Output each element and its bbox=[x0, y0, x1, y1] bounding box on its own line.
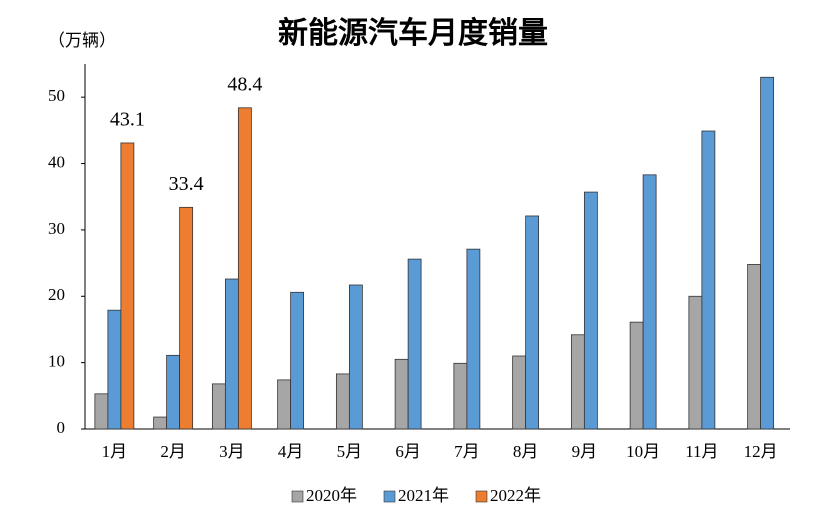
bar bbox=[570, 334, 585, 430]
bar bbox=[94, 393, 109, 430]
x-tick-label: 12月 bbox=[744, 442, 778, 461]
bar bbox=[394, 358, 409, 430]
x-tick-label: 2月 bbox=[160, 442, 186, 461]
legend-label: 2021年 bbox=[398, 486, 449, 505]
y-axis-label: （万辆） bbox=[48, 31, 116, 50]
x-tick-label: 10月 bbox=[626, 442, 660, 461]
x-tick-label: 1月 bbox=[102, 442, 128, 461]
bar bbox=[107, 309, 122, 430]
data-label: 43.1 bbox=[110, 109, 145, 131]
bar bbox=[277, 379, 292, 430]
bar bbox=[525, 215, 540, 430]
bar bbox=[348, 284, 363, 430]
bar bbox=[290, 291, 305, 430]
bar bbox=[629, 321, 644, 430]
x-tick-label: 11月 bbox=[685, 442, 718, 461]
data-label: 48.4 bbox=[227, 73, 262, 95]
bar bbox=[120, 142, 135, 430]
bar bbox=[237, 107, 252, 430]
y-tick-label: 40 bbox=[48, 152, 65, 171]
bar bbox=[701, 130, 716, 430]
bar bbox=[153, 416, 168, 430]
bar bbox=[466, 248, 481, 430]
x-tick-label: 7月 bbox=[454, 442, 480, 461]
bar bbox=[407, 258, 422, 430]
legend-swatch bbox=[475, 490, 488, 503]
bar bbox=[211, 383, 226, 430]
bar bbox=[224, 278, 239, 430]
bar bbox=[642, 174, 657, 430]
x-tick-label: 4月 bbox=[278, 442, 304, 461]
legend-swatch bbox=[291, 490, 304, 503]
bar bbox=[760, 76, 775, 430]
data-label: 33.4 bbox=[169, 173, 204, 195]
x-tick-label: 8月 bbox=[513, 442, 539, 461]
bar bbox=[166, 354, 181, 430]
bar bbox=[335, 373, 350, 430]
legend-label: 2020年 bbox=[306, 486, 357, 505]
bar bbox=[583, 191, 598, 430]
legend-label: 2022年 bbox=[490, 486, 541, 505]
bar bbox=[453, 362, 468, 430]
x-tick-label: 9月 bbox=[572, 442, 598, 461]
y-tick-label: 50 bbox=[48, 86, 65, 105]
y-tick-label: 0 bbox=[57, 418, 66, 437]
y-tick-label: 30 bbox=[48, 219, 65, 238]
y-tick-label: 10 bbox=[48, 352, 65, 371]
bar bbox=[688, 295, 703, 430]
legend-swatch bbox=[383, 490, 396, 503]
bar bbox=[512, 355, 527, 430]
chart-title: 新能源汽车月度销量 bbox=[278, 16, 548, 50]
x-tick-label: 3月 bbox=[219, 442, 245, 461]
bar bbox=[747, 264, 762, 430]
x-tick-label: 5月 bbox=[337, 442, 363, 461]
bar bbox=[179, 206, 194, 430]
x-tick-label: 6月 bbox=[395, 442, 421, 461]
y-tick-label: 20 bbox=[48, 285, 65, 304]
